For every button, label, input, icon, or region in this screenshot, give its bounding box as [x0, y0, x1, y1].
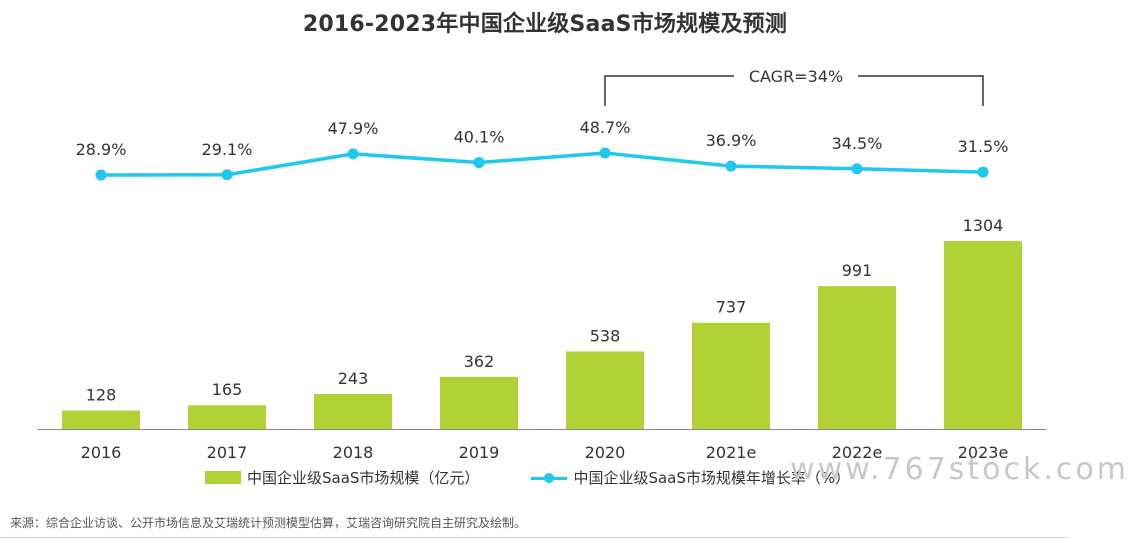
bar-2018: [314, 393, 392, 429]
growth-rate-point-2016: [95, 169, 107, 181]
bar-2023e: [944, 241, 1022, 429]
growth-rate-point-2020: [599, 147, 611, 159]
legend: 中国企业级SaaS市场规模（亿元） 中国企业级SaaS市场规模年增长率（%）: [205, 467, 902, 488]
growth-rate-label-2021e: 36.9%: [706, 131, 757, 150]
x-tick-label-2017: 2017: [207, 443, 248, 462]
x-tick-label-2021e: 2021e: [706, 443, 757, 462]
growth-rate-label-2018: 47.9%: [328, 119, 379, 138]
growth-rate-point-2019: [473, 157, 485, 169]
bar-2019: [440, 376, 518, 429]
growth-rate-label-2017: 29.1%: [202, 140, 253, 159]
bar-value-label-2016: 128: [86, 386, 117, 405]
bar-2020: [566, 351, 644, 429]
legend-line-swatch: [531, 471, 568, 485]
bar-value-label-2023e: 1304: [963, 216, 1004, 235]
bar-value-label-2017: 165: [212, 380, 243, 399]
legend-bar-label: 中国企业级SaaS市场规模（亿元）: [247, 469, 480, 487]
bar-2022e: [818, 286, 896, 429]
growth-rate-point-2017: [221, 169, 233, 181]
chart-area: 128 2016 165 2017 243 2018 362 2019 538 2020 737 20…: [38, 67, 1046, 462]
chart-title: 2016-2023年中国企业级SaaS市场规模及预测: [302, 12, 788, 37]
bar-2016: [62, 410, 140, 429]
bar-value-label-2022e: 991: [842, 261, 873, 280]
x-tick-label-2019: 2019: [459, 443, 500, 462]
growth-rate-point-2022e: [851, 163, 863, 175]
legend-item-bar: 中国企业级SaaS市场规模（亿元）: [205, 467, 479, 488]
cagr-bracket-left: [604, 75, 734, 106]
x-tick-label-2023e: 2023e: [958, 443, 1009, 462]
bar-value-label-2019: 362: [464, 352, 495, 371]
x-tick-label-2018: 2018: [333, 443, 374, 462]
cagr-bracket-right: [858, 75, 984, 106]
bar-2017: [188, 405, 266, 429]
legend-line-label: 中国企业级SaaS市场规模年增长率（%）: [573, 469, 851, 487]
growth-rate-line: [100, 151, 984, 177]
bar-value-label-2021e: 737: [716, 298, 747, 317]
growth-rate-point-2021e: [725, 160, 737, 172]
growth-rate-label-2020: 48.7%: [580, 118, 631, 137]
watermark: www.767stock.com: [790, 452, 1129, 487]
growth-rate-label-2016: 28.9%: [76, 140, 127, 159]
growth-rate-label-2022e: 34.5%: [832, 134, 883, 153]
legend-item-line: 中国企业级SaaS市场规模年增长率（%）: [531, 467, 850, 488]
x-tick-label-2020: 2020: [585, 443, 626, 462]
bar-value-label-2018: 243: [338, 369, 369, 388]
source-note: 来源：综合企业访谈、公开市场信息及艾瑞统计预测模型估算，艾瑞咨询研究院自主研究及…: [10, 516, 527, 530]
growth-rate-point-2018: [347, 148, 359, 160]
growth-rate-label-2019: 40.1%: [454, 128, 505, 147]
bar-2021e: [692, 322, 770, 429]
cagr-label: CAGR=34%: [749, 67, 843, 86]
legend-bar-swatch: [205, 471, 241, 484]
x-tick-label-2016: 2016: [81, 443, 122, 462]
bar-value-label-2020: 538: [590, 326, 621, 345]
x-tick-label-2022e: 2022e: [832, 443, 883, 462]
growth-rate-label-2023e: 31.5%: [958, 137, 1009, 156]
source-divider: [0, 537, 1067, 538]
growth-rate-point-2023e: [977, 166, 989, 178]
